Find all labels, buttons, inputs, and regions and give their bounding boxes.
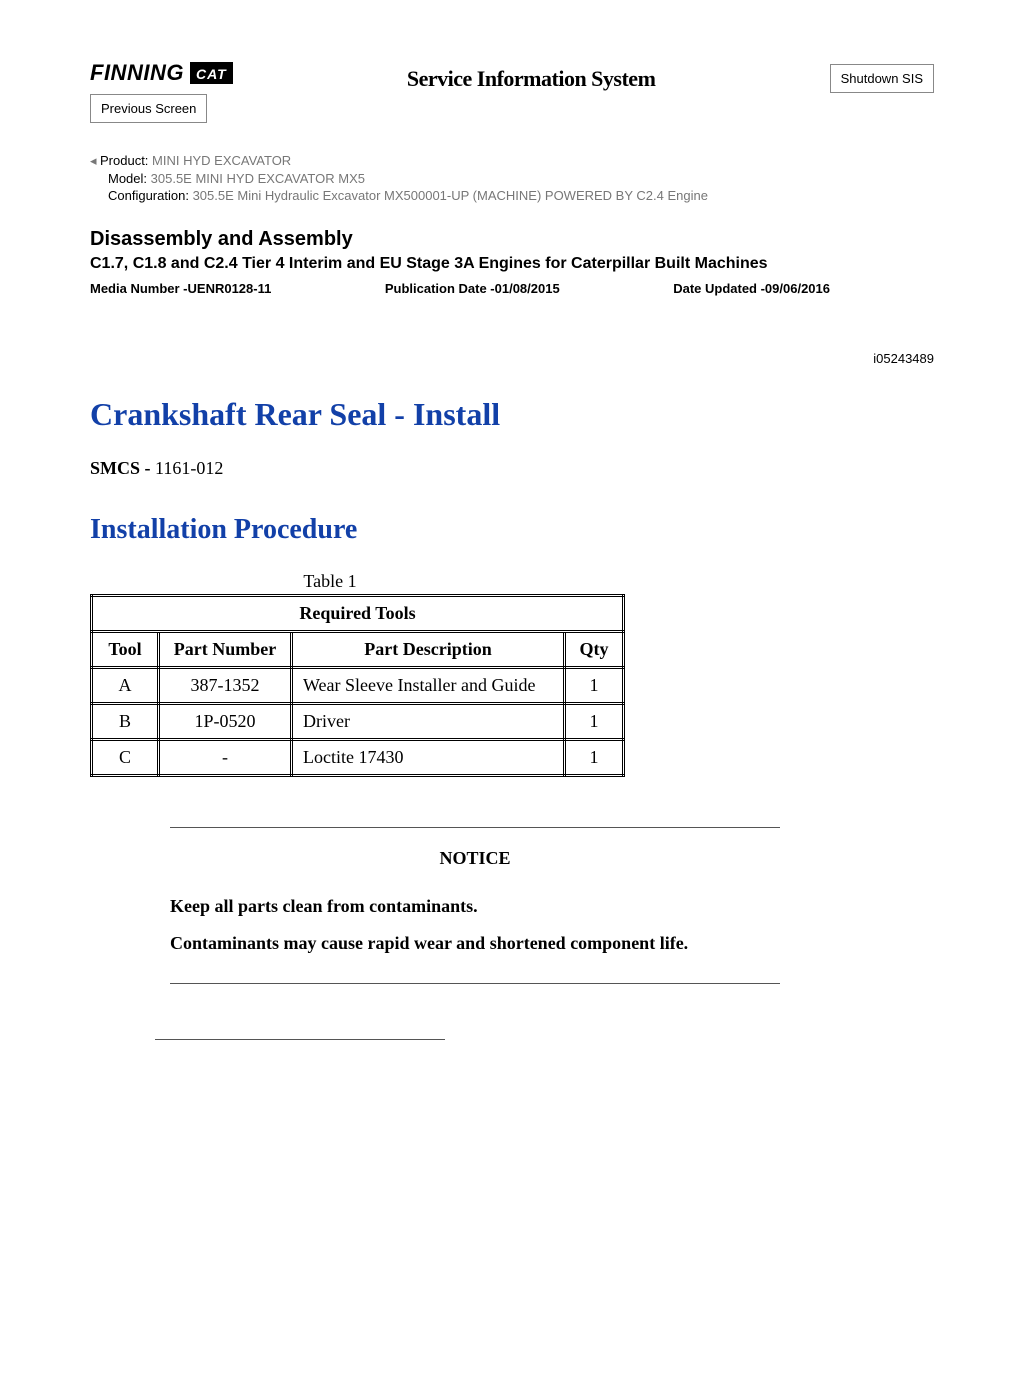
- product-value: MINI HYD EXCAVATOR: [148, 153, 291, 168]
- notice-rule-top: [170, 827, 780, 828]
- date-updated: Date Updated -09/06/2016: [673, 281, 830, 296]
- smcs-code: SMCS - 1161-012: [90, 458, 934, 479]
- cell-qty: 1: [565, 668, 624, 704]
- notice-line-1: Keep all parts clean from contaminants.: [170, 893, 780, 920]
- page-title: Crankshaft Rear Seal - Install: [90, 396, 934, 433]
- cell-tool: B: [92, 704, 159, 740]
- publication-date: Publication Date -01/08/2015: [385, 281, 560, 296]
- table-caption: Table 1: [90, 571, 570, 592]
- cell-desc: Driver: [292, 704, 565, 740]
- section-subtitle: C1.7, C1.8 and C2.4 Tier 4 Interim and E…: [90, 253, 934, 275]
- procedure-title: Installation Procedure: [90, 514, 934, 546]
- smcs-label: SMCS -: [90, 458, 155, 478]
- model-label: Model:: [108, 171, 147, 186]
- media-number: Media Number -UENR0128-11: [90, 281, 271, 296]
- finning-logo-text: FINNING: [90, 60, 184, 86]
- cell-pn: -: [159, 740, 292, 776]
- config-value: 305.5E Mini Hydraulic Excavator MX500001…: [189, 188, 708, 203]
- table-row: B 1P-0520 Driver 1: [92, 704, 624, 740]
- product-label: Product:: [100, 153, 148, 168]
- cat-logo-badge: CAT: [190, 62, 233, 84]
- section-heading: Disassembly and Assembly: [90, 228, 934, 251]
- cell-desc: Loctite 17430: [292, 740, 565, 776]
- section-rule: [155, 1039, 445, 1040]
- notice-block: NOTICE Keep all parts clean from contami…: [170, 827, 780, 984]
- cell-desc: Wear Sleeve Installer and Guide: [292, 668, 565, 704]
- col-part-number: Part Number: [159, 632, 292, 668]
- notice-line-2: Contaminants may cause rapid wear and sh…: [170, 930, 780, 957]
- col-qty: Qty: [565, 632, 624, 668]
- smcs-value: 1161-012: [155, 458, 223, 478]
- col-part-description: Part Description: [292, 632, 565, 668]
- sis-title: Service Information System: [407, 66, 656, 92]
- notice-rule-bottom: [170, 983, 780, 984]
- cell-pn: 387-1352: [159, 668, 292, 704]
- reference-number: i05243489: [90, 351, 934, 366]
- cell-tool: A: [92, 668, 159, 704]
- table-header: Required Tools: [92, 596, 624, 632]
- notice-title: NOTICE: [170, 848, 780, 869]
- table-row: C - Loctite 17430 1: [92, 740, 624, 776]
- cell-qty: 1: [565, 740, 624, 776]
- logo-block: FINNING CAT Previous Screen: [90, 60, 233, 123]
- table-row: A 387-1352 Wear Sleeve Installer and Gui…: [92, 668, 624, 704]
- back-arrow-icon: ◂: [90, 153, 100, 169]
- required-tools-table: Required Tools Tool Part Number Part Des…: [90, 594, 625, 777]
- model-value: 305.5E MINI HYD EXCAVATOR MX5: [147, 171, 365, 186]
- config-label: Configuration:: [108, 188, 189, 203]
- product-meta: ◂Product: MINI HYD EXCAVATOR Model: 305.…: [90, 153, 934, 203]
- previous-screen-button[interactable]: Previous Screen: [90, 94, 207, 123]
- cell-tool: C: [92, 740, 159, 776]
- cell-qty: 1: [565, 704, 624, 740]
- col-tool: Tool: [92, 632, 159, 668]
- shutdown-sis-button[interactable]: Shutdown SIS: [830, 64, 934, 93]
- cell-pn: 1P-0520: [159, 704, 292, 740]
